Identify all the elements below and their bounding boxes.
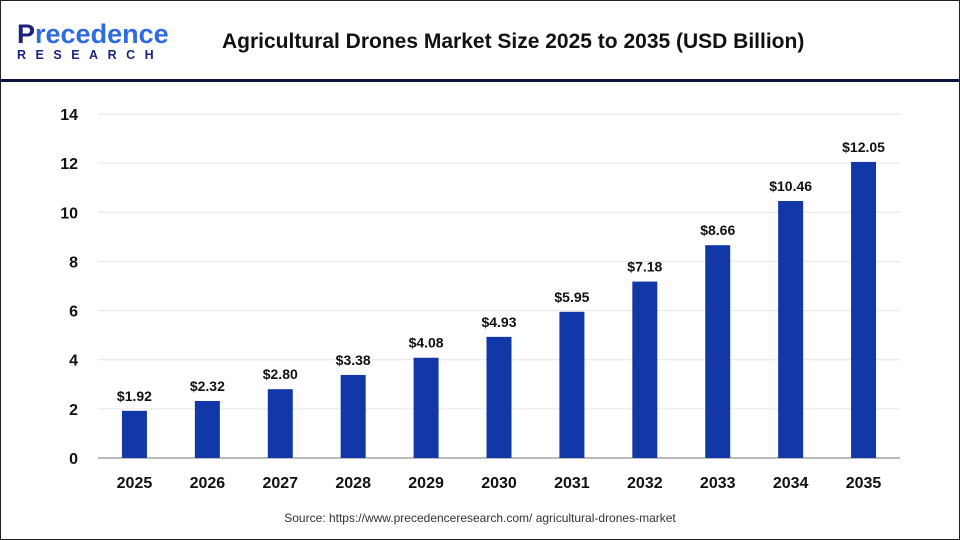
y-tick-label: 10 [60, 205, 78, 222]
data-label: $1.92 [117, 388, 152, 404]
y-tick-label: 4 [69, 353, 78, 370]
logo-line1: Precedence [17, 19, 169, 49]
x-tick-label: 2026 [190, 475, 226, 492]
y-tick-label: 14 [60, 107, 78, 124]
data-label: $7.18 [627, 259, 662, 275]
y-tick-label: 8 [69, 254, 78, 271]
bar-2034 [778, 200, 804, 459]
x-tick-label: 2029 [408, 475, 444, 492]
x-tick-label: 2027 [262, 475, 298, 492]
x-tick-label: 2030 [481, 475, 517, 492]
data-label: $8.66 [700, 222, 735, 238]
bar-2033 [705, 245, 731, 458]
bar-2028 [340, 374, 366, 458]
source-text: Source: https://www.precedenceresearch.c… [284, 511, 676, 525]
data-label: $4.08 [409, 335, 444, 351]
bar-2032 [632, 281, 658, 458]
precedence-research-logo: Precedence RESEARCH [17, 20, 169, 62]
data-label: $2.32 [190, 378, 225, 394]
bar-2026 [194, 400, 220, 458]
x-tick-label: 2031 [554, 475, 590, 492]
y-tick-label: 0 [69, 451, 78, 468]
data-label: $12.05 [842, 139, 885, 155]
bar-2027 [267, 389, 293, 458]
x-tick-label: 2028 [335, 475, 371, 492]
bar-2025 [121, 410, 147, 458]
bar-2029 [413, 357, 439, 458]
y-tick-label: 2 [69, 402, 78, 419]
logo-line2: RESEARCH [17, 48, 164, 62]
header-divider [0, 79, 960, 82]
bar-2031 [559, 311, 585, 458]
data-label: $5.95 [554, 289, 589, 305]
x-tick-label: 2025 [117, 475, 153, 492]
data-label: $3.38 [336, 352, 371, 368]
y-tick-label: 6 [69, 304, 78, 321]
x-tick-label: 2032 [627, 475, 663, 492]
x-tick-label: 2034 [773, 475, 809, 492]
x-tick-label: 2035 [846, 475, 882, 492]
data-label: $10.46 [769, 178, 812, 194]
bar-2030 [486, 336, 512, 458]
chart-title: Agricultural Drones Market Size 2025 to … [222, 30, 805, 53]
bar-2035 [851, 161, 877, 458]
data-label: $4.93 [481, 314, 516, 330]
x-tick-label: 2033 [700, 475, 736, 492]
data-label: $2.80 [263, 366, 298, 382]
y-tick-label: 12 [60, 156, 78, 173]
